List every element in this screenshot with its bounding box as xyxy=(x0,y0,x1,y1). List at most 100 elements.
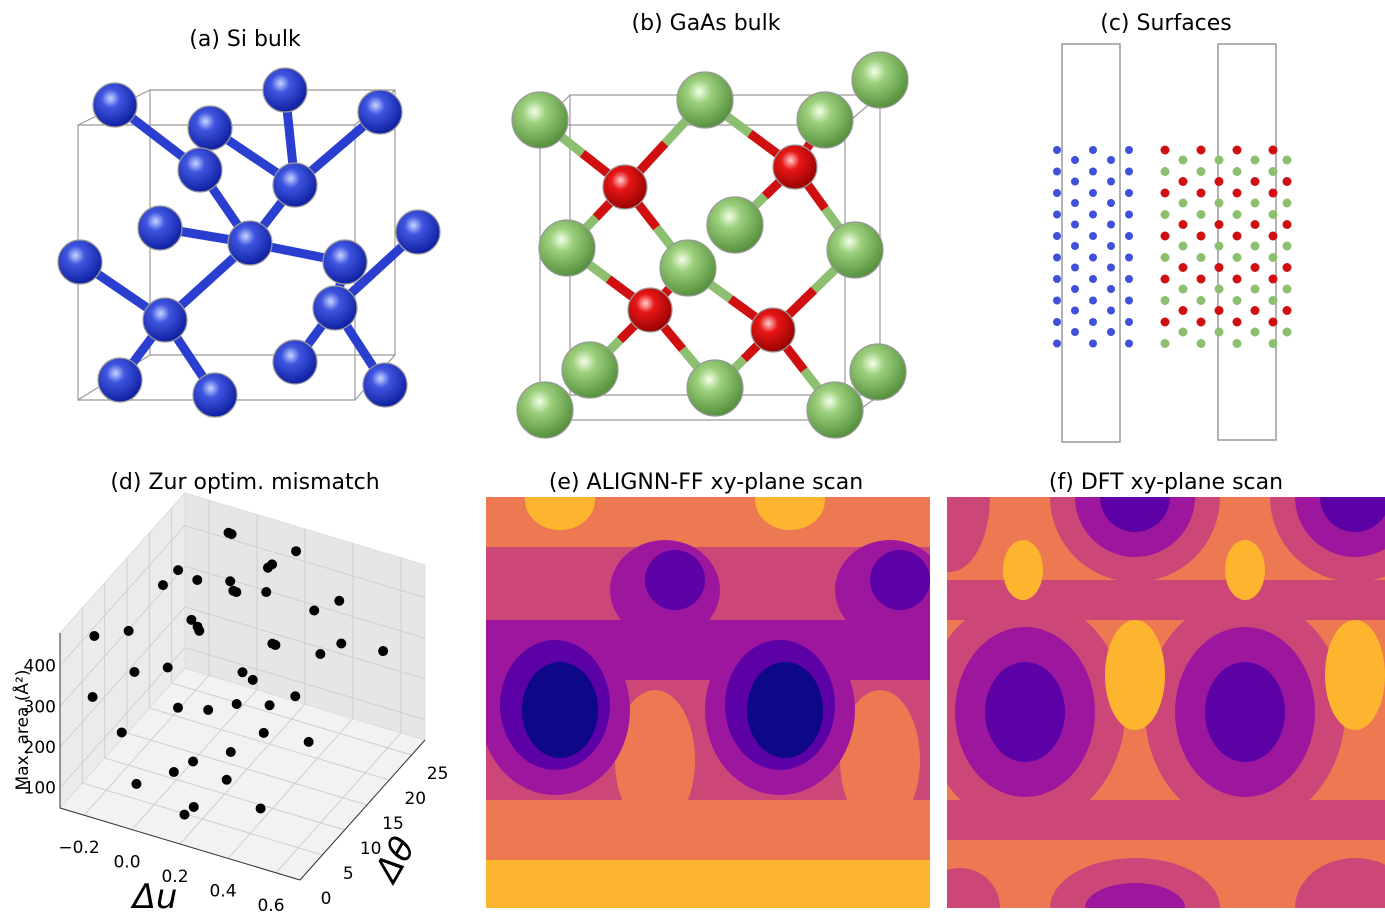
atom xyxy=(1071,220,1079,229)
point xyxy=(290,691,301,702)
grid-line xyxy=(59,565,426,707)
atom xyxy=(1160,188,1170,198)
y-tick-label: 20 xyxy=(404,789,426,809)
atom xyxy=(1053,167,1061,176)
grid-line xyxy=(81,608,323,856)
y-tick-label: 10 xyxy=(360,839,382,859)
atom xyxy=(177,147,223,193)
grid-line xyxy=(179,529,306,845)
atom xyxy=(1089,253,1097,262)
point xyxy=(129,667,140,678)
atom xyxy=(1214,284,1224,294)
atom xyxy=(1196,296,1206,305)
atom xyxy=(1071,177,1079,186)
atom xyxy=(97,357,143,403)
point xyxy=(264,700,275,711)
atom xyxy=(1125,339,1133,348)
point xyxy=(261,587,272,598)
atom xyxy=(1053,318,1061,326)
grid-line xyxy=(227,543,354,859)
atom xyxy=(1268,296,1278,305)
point xyxy=(291,546,302,557)
atom xyxy=(1178,327,1188,337)
atom xyxy=(227,220,273,266)
atom xyxy=(1196,210,1206,219)
atom xyxy=(1178,241,1188,251)
point xyxy=(157,580,168,591)
atom xyxy=(1125,189,1133,197)
atom xyxy=(1282,198,1292,208)
atom xyxy=(1160,339,1170,348)
point xyxy=(188,801,199,812)
atom xyxy=(1232,296,1242,305)
y-tick-label: 15 xyxy=(382,814,404,834)
atom xyxy=(1282,306,1292,315)
atom xyxy=(1268,339,1278,348)
atom xyxy=(1232,231,1242,241)
atom xyxy=(1089,318,1097,326)
point xyxy=(225,576,236,587)
atom xyxy=(57,239,103,285)
point xyxy=(336,638,347,649)
atom xyxy=(1178,263,1188,272)
atom xyxy=(1125,296,1133,305)
atom xyxy=(1053,189,1061,197)
atom xyxy=(686,359,744,417)
point xyxy=(255,803,266,814)
atom xyxy=(1053,146,1061,154)
panel-title: (f) DFT xy-plane scan xyxy=(1049,470,1283,495)
atom xyxy=(676,71,734,129)
point xyxy=(237,667,248,678)
x-tick-label: 0.0 xyxy=(113,853,140,873)
grid-line xyxy=(171,508,412,756)
atom xyxy=(1196,317,1206,327)
atom xyxy=(1214,241,1224,251)
atom xyxy=(1089,275,1097,283)
atom xyxy=(1232,339,1242,348)
point xyxy=(162,662,173,673)
atom xyxy=(1071,242,1079,250)
atom xyxy=(1282,327,1292,337)
atom xyxy=(142,297,188,343)
atom xyxy=(1214,177,1224,186)
point xyxy=(267,559,278,570)
point xyxy=(123,625,134,636)
panel-title: (e) ALIGNN-FF xy-plane scan xyxy=(549,470,863,495)
atom xyxy=(538,219,596,277)
atom xyxy=(1214,327,1224,337)
atom xyxy=(1089,232,1097,240)
atom xyxy=(1089,339,1097,348)
atom xyxy=(1071,285,1079,293)
x-tick-label: 0.4 xyxy=(209,881,236,901)
atom xyxy=(1053,210,1061,219)
atom xyxy=(1250,198,1260,208)
point xyxy=(173,565,184,576)
atom xyxy=(1107,156,1115,164)
atom xyxy=(1125,146,1133,154)
grid-line xyxy=(83,500,210,816)
atom xyxy=(659,239,717,297)
atom xyxy=(1089,167,1097,176)
atom xyxy=(1160,231,1170,241)
atom xyxy=(1053,339,1061,348)
grid-line xyxy=(131,514,258,830)
atom xyxy=(1053,296,1061,305)
atom xyxy=(357,89,403,135)
grid-line xyxy=(148,533,390,781)
atom xyxy=(627,287,673,333)
atom xyxy=(1250,284,1260,294)
atom xyxy=(362,362,408,408)
atom xyxy=(1178,220,1188,229)
atom xyxy=(272,339,318,385)
atom xyxy=(1089,146,1097,154)
atom xyxy=(1196,145,1206,155)
atom xyxy=(1196,188,1206,198)
x-axis-label: Δu xyxy=(130,877,178,914)
x-tick-label: 0.6 xyxy=(257,896,284,914)
atom xyxy=(1232,317,1242,327)
atom xyxy=(1107,263,1115,272)
gaas-structure xyxy=(511,51,909,439)
atom xyxy=(1107,199,1115,207)
atom xyxy=(1232,253,1242,262)
